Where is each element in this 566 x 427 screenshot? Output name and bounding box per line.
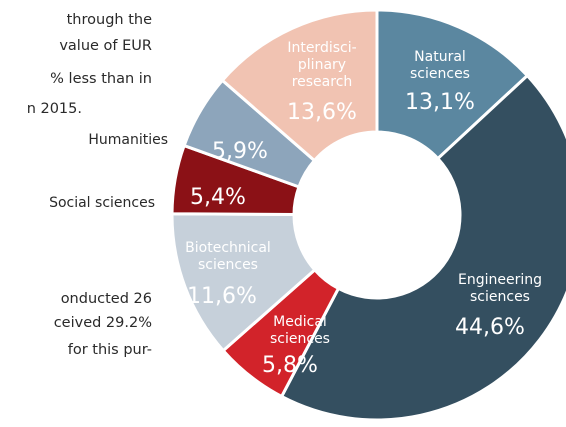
donut-segment [375, 8, 530, 161]
category-label: Engineering sciences [458, 272, 542, 305]
donut-segment [220, 8, 379, 163]
body-text: value of EUR [59, 38, 152, 54]
value-label: 11,6% [187, 284, 257, 309]
category-label: Medical sciences [270, 314, 330, 347]
body-text: % less than in [50, 71, 152, 87]
category-label: Humanities [88, 132, 168, 148]
donut-segment [170, 212, 317, 353]
value-label: 5,8% [262, 353, 318, 378]
category-label: Interdisci-plinary research [287, 40, 356, 90]
category-label: Social sciences [49, 195, 155, 211]
body-text: through the [67, 12, 152, 28]
body-text: n 2015. [27, 101, 82, 117]
value-label: 13,1% [405, 90, 475, 115]
body-text: ceived 29.2% [54, 315, 152, 331]
value-label: 5,9% [212, 139, 268, 164]
body-text: onducted 26 [61, 291, 152, 307]
body-text: for this pur- [68, 342, 152, 358]
donut-segment [279, 73, 566, 422]
category-label: Biotechnical sciences [185, 240, 271, 273]
category-label: Natural sciences [410, 49, 470, 82]
value-label: 5,4% [190, 185, 246, 210]
value-label: 44,6% [455, 315, 525, 340]
value-label: 13,6% [287, 100, 357, 125]
